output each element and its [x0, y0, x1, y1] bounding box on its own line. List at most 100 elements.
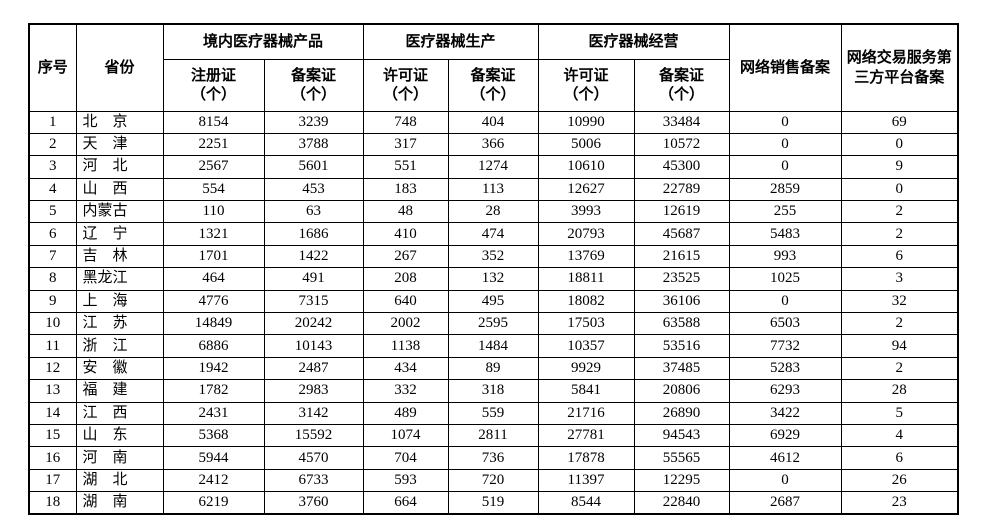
value-cell: 110 [162, 200, 265, 224]
province-cell: 安 徽 [75, 356, 164, 381]
province-cell: 湖 南 [75, 491, 164, 515]
province-cell: 黑龙江 [75, 267, 164, 291]
serial-cell: 1 [28, 110, 77, 134]
subheader-production-license: 许可证 （个） [362, 58, 449, 112]
value-cell: 1782 [162, 379, 265, 403]
value-cell: 63588 [633, 312, 730, 336]
value-cell: 6293 [728, 379, 842, 403]
table-row: 10 江 苏 14849 20242 2002 2595 17503 63588 6503 2 [28, 312, 959, 336]
province-cell: 江 西 [75, 401, 164, 425]
table-row: 13 福 建 1782 2983 332 318 5841 20806 6293 28 [28, 379, 959, 403]
serial-cell: 5 [28, 200, 77, 224]
serial-cell: 2 [28, 132, 77, 157]
value-cell: 45687 [633, 222, 730, 246]
value-cell: 18082 [537, 289, 635, 314]
value-cell: 89 [447, 356, 539, 381]
province-cell: 江 苏 [75, 312, 164, 336]
value-cell: 366 [447, 132, 539, 157]
value-cell: 9 [840, 155, 959, 179]
value-cell: 21716 [537, 401, 635, 425]
value-cell: 3142 [263, 401, 364, 425]
value-cell: 720 [447, 468, 539, 493]
value-cell: 1025 [728, 267, 842, 291]
table-row: 5 内蒙古 110 63 48 28 3993 12619 255 2 [28, 200, 959, 224]
value-cell: 5841 [537, 379, 635, 403]
value-cell: 5 [840, 401, 959, 425]
value-cell: 5368 [162, 423, 265, 448]
value-cell: 6503 [728, 312, 842, 336]
value-cell: 28 [840, 379, 959, 403]
value-cell: 5944 [162, 446, 265, 470]
value-cell: 94543 [633, 423, 730, 448]
value-cell: 4570 [263, 446, 364, 470]
value-cell: 6886 [162, 334, 265, 358]
value-cell: 2811 [447, 423, 539, 448]
value-cell: 318 [447, 379, 539, 403]
value-cell: 489 [362, 401, 449, 425]
serial-cell: 9 [28, 289, 77, 314]
value-cell: 9929 [537, 356, 635, 381]
value-cell: 0 [728, 468, 842, 493]
serial-cell: 10 [28, 312, 77, 336]
value-cell: 10572 [633, 132, 730, 157]
value-cell: 17878 [537, 446, 635, 470]
value-cell: 13769 [537, 244, 635, 269]
province-cell: 浙 江 [75, 334, 164, 358]
value-cell: 10357 [537, 334, 635, 358]
value-cell: 0 [728, 289, 842, 314]
value-cell: 17503 [537, 312, 635, 336]
value-cell: 1484 [447, 334, 539, 358]
value-cell: 3 [840, 267, 959, 291]
header-sub-row: 注册证 （个） 备案证 （个） 许可证 （个） 备案证 （个） 许可证 （个） … [29, 58, 958, 112]
serial-cell: 3 [28, 155, 77, 179]
value-cell: 1686 [263, 222, 364, 246]
table-row: 15 山 东 5368 15592 1074 2811 27781 94543 6929 4 [28, 423, 959, 448]
value-cell: 48 [362, 200, 449, 224]
value-cell: 551 [362, 155, 449, 179]
value-cell: 1074 [362, 423, 449, 448]
header-production: 医疗器械生产 [362, 23, 539, 60]
value-cell: 14849 [162, 312, 265, 336]
value-cell: 132 [447, 267, 539, 291]
value-cell: 28 [447, 200, 539, 224]
value-cell: 1942 [162, 356, 265, 381]
value-cell: 208 [362, 267, 449, 291]
value-cell: 6219 [162, 491, 265, 515]
value-cell: 94 [840, 334, 959, 358]
serial-cell: 14 [28, 401, 77, 425]
value-cell: 332 [362, 379, 449, 403]
value-cell: 554 [162, 177, 265, 202]
subheader-operation-record: 备案证 （个） [633, 58, 730, 112]
value-cell: 3760 [263, 491, 364, 515]
value-cell: 2859 [728, 177, 842, 202]
value-cell: 63 [263, 200, 364, 224]
province-cell: 上 海 [75, 289, 164, 314]
value-cell: 55565 [633, 446, 730, 470]
value-cell: 6 [840, 244, 959, 269]
value-cell: 4 [840, 423, 959, 448]
value-cell: 183 [362, 177, 449, 202]
value-cell: 2002 [362, 312, 449, 336]
subheader-production-record: 备案证 （个） [447, 58, 539, 112]
value-cell: 736 [447, 446, 539, 470]
province-cell: 北 京 [75, 110, 164, 134]
value-cell: 26 [840, 468, 959, 493]
value-cell: 993 [728, 244, 842, 269]
value-cell: 18811 [537, 267, 635, 291]
serial-cell: 8 [28, 267, 77, 291]
table-row: 8 黑龙江 464 491 208 132 18811 23525 1025 3 [28, 267, 959, 291]
value-cell: 32 [840, 289, 959, 314]
value-cell: 474 [447, 222, 539, 246]
value-cell: 8154 [162, 110, 265, 134]
value-cell: 0 [840, 177, 959, 202]
value-cell: 464 [162, 267, 265, 291]
value-cell: 20242 [263, 312, 364, 336]
table-row: 18 湖 南 6219 3760 664 519 8544 22840 2687 23 [28, 491, 959, 515]
value-cell: 20793 [537, 222, 635, 246]
province-cell: 天 津 [75, 132, 164, 157]
value-cell: 404 [447, 110, 539, 134]
value-cell: 12619 [633, 200, 730, 224]
